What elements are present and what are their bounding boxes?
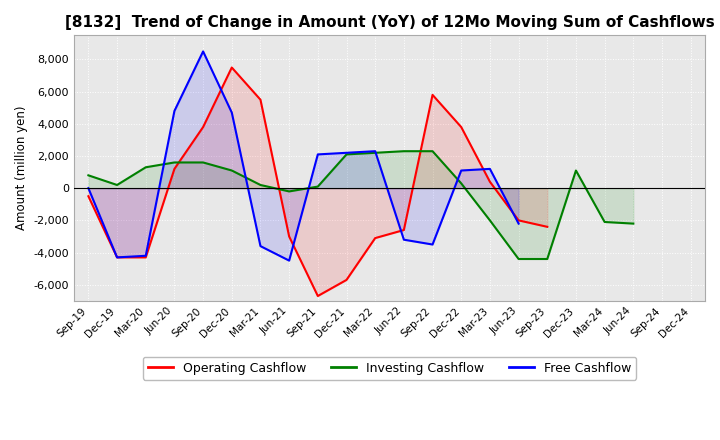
Investing Cashflow <box>113 182 122 187</box>
Investing Cashflow <box>141 165 150 170</box>
Investing Cashflow <box>457 181 466 186</box>
Operating Cashflow <box>400 227 408 233</box>
Investing Cashflow <box>170 160 179 165</box>
Free Cashflow <box>113 255 122 260</box>
Line: Free Cashflow: Free Cashflow <box>89 51 518 260</box>
Free Cashflow <box>228 110 236 115</box>
Operating Cashflow <box>543 224 552 229</box>
Investing Cashflow <box>371 150 379 155</box>
Free Cashflow <box>313 152 322 157</box>
Operating Cashflow <box>313 293 322 299</box>
Y-axis label: Amount (million yen): Amount (million yen) <box>15 106 28 230</box>
Free Cashflow <box>514 221 523 226</box>
Operating Cashflow <box>485 179 494 184</box>
Legend: Operating Cashflow, Investing Cashflow, Free Cashflow: Operating Cashflow, Investing Cashflow, … <box>143 356 636 380</box>
Investing Cashflow <box>199 160 207 165</box>
Investing Cashflow <box>572 168 580 173</box>
Free Cashflow <box>199 49 207 54</box>
Investing Cashflow <box>256 182 265 187</box>
Investing Cashflow <box>543 257 552 262</box>
Investing Cashflow <box>514 257 523 262</box>
Operating Cashflow <box>514 218 523 223</box>
Free Cashflow <box>256 243 265 249</box>
Investing Cashflow <box>342 152 351 157</box>
Investing Cashflow <box>84 172 93 178</box>
Operating Cashflow <box>457 125 466 130</box>
Free Cashflow <box>371 149 379 154</box>
Free Cashflow <box>342 150 351 155</box>
Operating Cashflow <box>141 255 150 260</box>
Investing Cashflow <box>400 149 408 154</box>
Free Cashflow <box>400 237 408 242</box>
Operating Cashflow <box>113 255 122 260</box>
Operating Cashflow <box>170 166 179 172</box>
Operating Cashflow <box>428 92 437 98</box>
Investing Cashflow <box>228 168 236 173</box>
Line: Operating Cashflow: Operating Cashflow <box>89 67 547 296</box>
Investing Cashflow <box>600 220 609 225</box>
Investing Cashflow <box>313 184 322 189</box>
Line: Investing Cashflow: Investing Cashflow <box>89 151 634 259</box>
Operating Cashflow <box>199 125 207 130</box>
Free Cashflow <box>485 166 494 172</box>
Operating Cashflow <box>228 65 236 70</box>
Operating Cashflow <box>371 235 379 241</box>
Free Cashflow <box>84 186 93 191</box>
Operating Cashflow <box>285 234 294 239</box>
Free Cashflow <box>141 253 150 258</box>
Operating Cashflow <box>84 194 93 199</box>
Investing Cashflow <box>285 189 294 194</box>
Operating Cashflow <box>256 97 265 103</box>
Operating Cashflow <box>342 277 351 282</box>
Investing Cashflow <box>485 218 494 223</box>
Free Cashflow <box>457 168 466 173</box>
Title: [8132]  Trend of Change in Amount (YoY) of 12Mo Moving Sum of Cashflows: [8132] Trend of Change in Amount (YoY) o… <box>65 15 714 30</box>
Investing Cashflow <box>428 149 437 154</box>
Free Cashflow <box>285 258 294 263</box>
Free Cashflow <box>170 108 179 114</box>
Free Cashflow <box>428 242 437 247</box>
Investing Cashflow <box>629 221 638 226</box>
